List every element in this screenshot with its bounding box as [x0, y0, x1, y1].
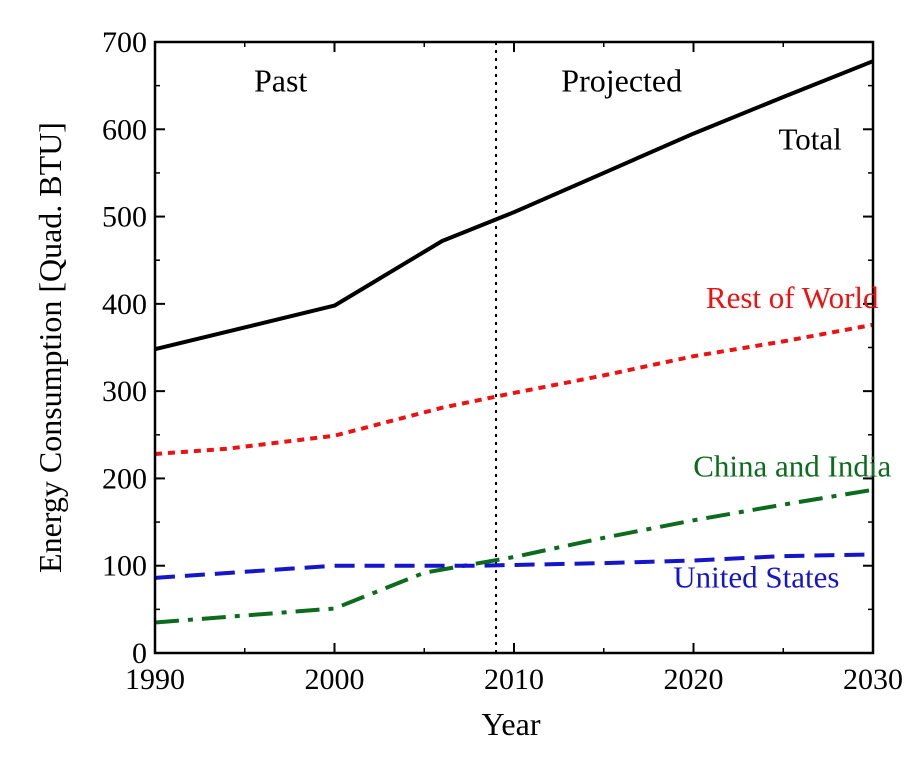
- y-tick-label: 500: [102, 201, 147, 234]
- x-tick-label: 2000: [305, 663, 365, 696]
- x-axis-title: Year: [482, 706, 541, 742]
- series-line-total: [154, 59, 874, 352]
- region-label-projected: Projected: [561, 62, 682, 98]
- series-label-total: Total: [779, 121, 842, 156]
- series-label-china-and-india: China and India: [693, 449, 891, 484]
- y-tick-label: 200: [102, 462, 147, 495]
- y-tick-label: 700: [102, 26, 147, 59]
- region-label-past: Past: [254, 62, 307, 98]
- x-tick-label: 2010: [484, 663, 544, 696]
- series-line-china-and-india: [154, 487, 874, 625]
- series-lines: [154, 59, 874, 625]
- chart-labels: Total Rest of World China and India United …: [32, 26, 903, 742]
- y-axis-title: Energy Consumption [Quad. BTU]: [32, 122, 68, 573]
- series-label-united-states: United States: [673, 560, 839, 595]
- y-tick-label: 400: [102, 288, 147, 321]
- y-tick-label: 100: [102, 550, 147, 583]
- x-tick-label: 2030: [843, 663, 903, 696]
- y-tick-label: 0: [132, 637, 147, 670]
- x-tick-label: 2020: [664, 663, 724, 696]
- axes-frame: [153, 40, 875, 655]
- y-tick-label: 600: [102, 113, 147, 146]
- y-tick-label: 300: [102, 375, 147, 408]
- series-label-rest-of-world: Rest of World: [706, 280, 879, 315]
- x-tick-label: 1990: [125, 663, 185, 696]
- series-line-rest-of-world: [154, 322, 874, 456]
